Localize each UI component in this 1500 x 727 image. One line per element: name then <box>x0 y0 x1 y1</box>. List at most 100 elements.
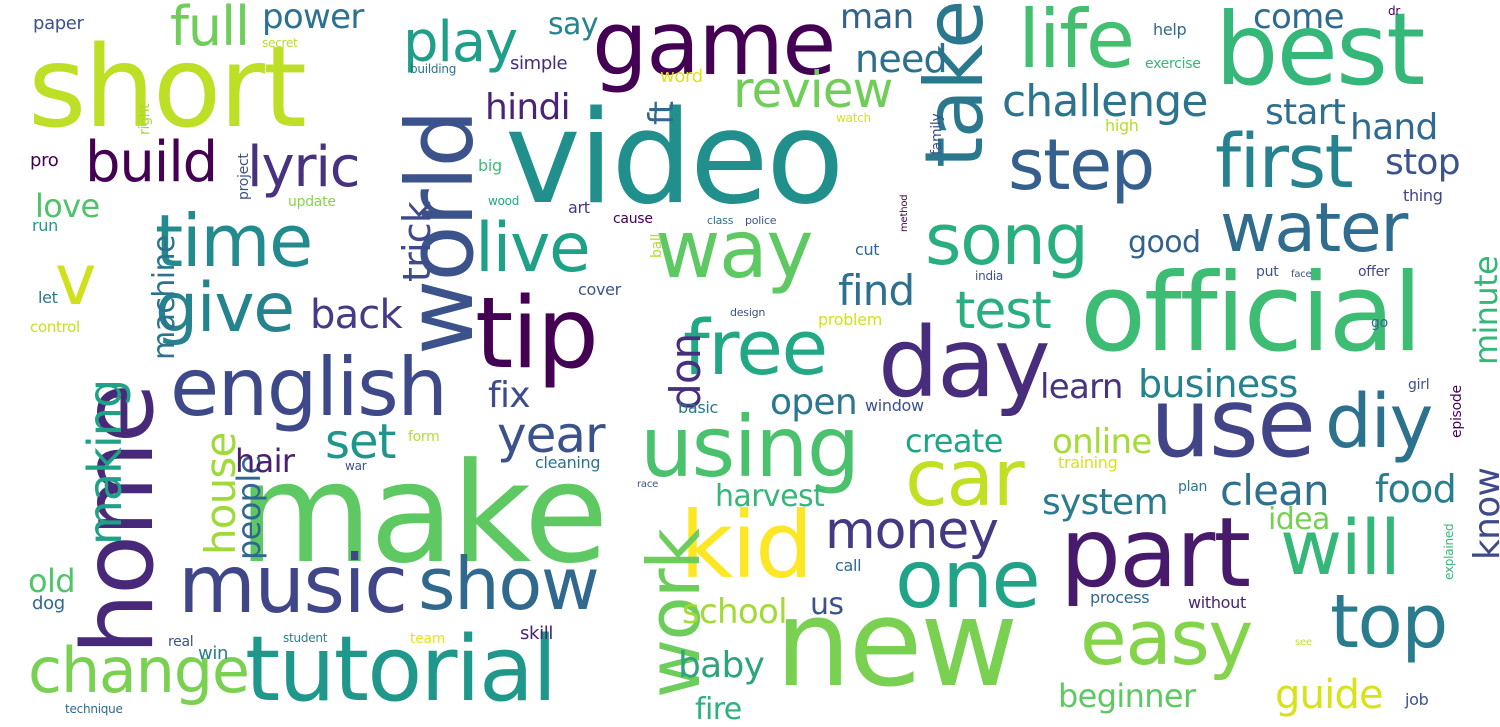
word-step: step <box>1008 124 1155 206</box>
word-without: without <box>1188 593 1246 612</box>
word-police: police <box>745 214 777 227</box>
word-way: way <box>655 203 814 296</box>
word-create: create <box>905 422 1003 460</box>
word-tutorial: tutorial <box>245 617 557 722</box>
word-thing: thing <box>1403 186 1443 205</box>
word-music: music <box>178 538 408 631</box>
word-secret: secret <box>262 36 298 50</box>
word-baby: baby <box>678 645 765 686</box>
word-video: video <box>505 84 844 233</box>
word-project: project <box>236 153 252 200</box>
word-good: good <box>1128 225 1201 260</box>
word-job: job <box>1405 690 1429 709</box>
word-clean: clean <box>1220 466 1330 515</box>
word-say: say <box>548 7 599 42</box>
word-plan: plan <box>1178 479 1208 495</box>
word-guide: guide <box>1275 672 1384 718</box>
word-let: let <box>38 288 58 307</box>
word-learn: learn <box>1040 367 1123 407</box>
word-us: us <box>810 587 844 622</box>
word-idea: idea <box>1268 502 1330 537</box>
word-school: school <box>682 592 788 632</box>
word-start: start <box>1265 92 1346 133</box>
word-wood: wood <box>488 194 520 208</box>
word-easy: easy <box>1080 593 1253 682</box>
word-full: full <box>170 0 250 58</box>
word-family: family <box>929 113 945 155</box>
word-art: art <box>568 198 590 217</box>
word-change: change <box>28 634 250 707</box>
word-put: put <box>1256 264 1279 280</box>
word-come: come <box>1253 0 1345 37</box>
word-kid: kid <box>680 492 814 599</box>
word-control: control <box>30 318 80 336</box>
word-big: big <box>478 156 502 175</box>
word-problem: problem <box>818 310 882 329</box>
word-minute: minute <box>1467 255 1500 365</box>
word-top: top <box>1330 579 1448 665</box>
word-build: build <box>85 130 218 195</box>
word-diy: diy <box>1325 379 1433 465</box>
word-will: will <box>1280 503 1401 592</box>
word-cause: cause <box>613 211 653 227</box>
word-set: set <box>325 414 396 470</box>
word-skill: skill <box>520 623 554 644</box>
word-system: system <box>1042 482 1169 523</box>
word-girl: girl <box>1408 377 1430 393</box>
word-building: building <box>410 62 457 76</box>
word-dr: dr <box>1388 4 1401 18</box>
word-ball: ball <box>649 233 665 258</box>
word-day: day <box>878 307 1051 419</box>
word-live: live <box>475 209 591 288</box>
word-money: money <box>825 501 999 561</box>
word-india: india <box>975 269 1004 283</box>
word-simple: simple <box>510 53 568 74</box>
word-official: official <box>1080 251 1423 376</box>
word-win: win <box>198 643 229 664</box>
word-game: game <box>592 0 836 95</box>
word-cover: cover <box>578 280 621 299</box>
word-harvest: harvest <box>715 479 825 514</box>
word-use: use <box>1150 367 1316 479</box>
word-lyric: lyric <box>247 135 361 200</box>
word-make: make <box>238 433 609 594</box>
word-english: english <box>170 341 448 434</box>
word-making: making <box>78 379 132 545</box>
word-offer: offer <box>1358 264 1390 280</box>
word-short: short <box>28 23 307 153</box>
word-beginner: beginner <box>1058 677 1196 715</box>
word-pro: pro <box>30 150 59 171</box>
word-go: go <box>1371 315 1388 331</box>
word-word: word <box>660 66 703 87</box>
word-cleaning: cleaning <box>535 453 601 472</box>
word-exercise: exercise <box>1145 56 1201 72</box>
word-watch: watch <box>836 111 871 125</box>
word-v: v <box>55 239 96 321</box>
word-power: power <box>262 0 364 37</box>
word-old: old <box>28 562 76 600</box>
word-window: window <box>865 396 924 415</box>
word-process: process <box>1090 588 1150 607</box>
word-online: online <box>1052 422 1152 462</box>
word-stop: stop <box>1385 142 1461 183</box>
word-review: review <box>733 61 893 119</box>
word-fire: fire <box>695 692 742 727</box>
word-technique: technique <box>65 702 123 716</box>
word-method: method <box>899 194 910 232</box>
word-play: play <box>403 10 518 75</box>
word-trick: trick <box>395 201 439 282</box>
word-year: year <box>497 406 606 464</box>
word-one: one <box>895 533 1041 626</box>
word-dog: dog <box>32 593 65 614</box>
word-fix: fix <box>488 375 531 416</box>
word-test: test <box>955 281 1052 341</box>
word-cut: cut <box>855 240 880 259</box>
word-give: give <box>155 269 295 348</box>
word-new: new <box>775 575 1018 714</box>
word-team: team <box>410 631 446 647</box>
word-hand: hand <box>1350 107 1438 148</box>
word-food: food <box>1375 467 1457 511</box>
word-paper: paper <box>33 13 84 34</box>
word-song: song <box>925 199 1089 281</box>
